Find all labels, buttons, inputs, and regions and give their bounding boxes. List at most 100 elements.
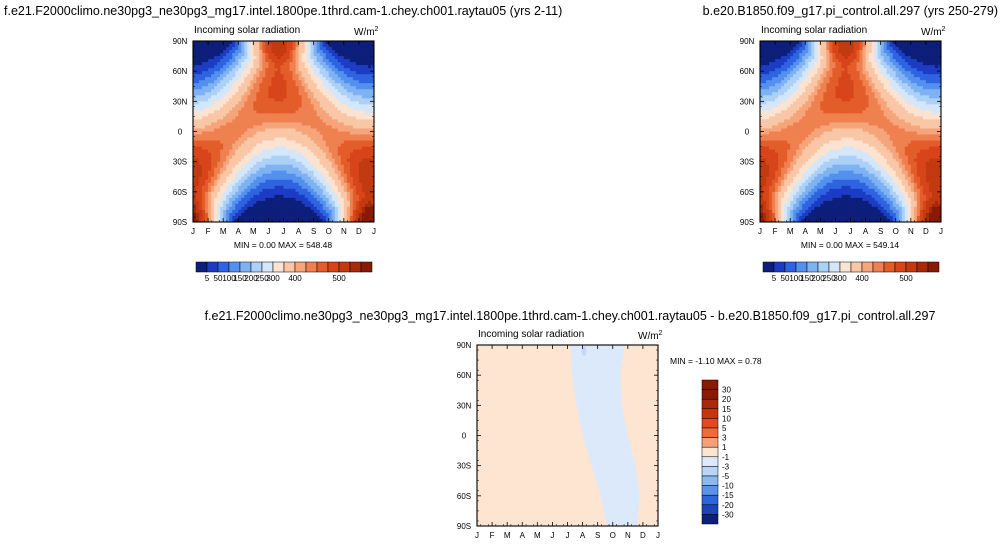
heatmap-cell	[283, 164, 288, 169]
heatmap-cell	[832, 89, 837, 93]
heatmap-cell	[193, 206, 197, 211]
heatmap-cell	[871, 77, 876, 81]
heatmap-cell	[337, 191, 342, 196]
heatmap-cell	[844, 92, 849, 96]
heatmap-cell	[343, 212, 348, 217]
heatmap-cell	[301, 77, 306, 81]
heatmap-cell	[931, 68, 936, 72]
heatmap-cell	[301, 122, 306, 127]
heatmap-cell	[253, 125, 257, 130]
heatmap-cell	[289, 47, 294, 51]
heatmap-cell	[211, 131, 215, 136]
heatmap-cell	[214, 173, 218, 178]
heatmap-cell	[865, 71, 870, 75]
heatmap-cell	[856, 41, 861, 45]
heatmap-cell	[298, 170, 303, 175]
heatmap-cell	[262, 176, 266, 181]
heatmap-cell	[910, 80, 915, 84]
heatmap-cell	[892, 77, 897, 81]
heatmap-cell	[280, 170, 285, 175]
heatmap-cell	[259, 215, 263, 220]
heatmap-cell	[799, 53, 803, 57]
heatmap-cell	[850, 50, 855, 54]
heatmap-cell	[814, 98, 818, 102]
heatmap-cell	[310, 194, 315, 199]
heatmap-cell	[205, 197, 209, 202]
heatmap-cell	[211, 56, 215, 60]
heatmap-cell	[907, 68, 912, 72]
heatmap-cell	[844, 77, 849, 81]
heatmap-cell	[364, 53, 369, 57]
heatmap-cell	[214, 152, 218, 157]
heatmap-cell	[892, 41, 897, 45]
heatmap-cell	[358, 215, 363, 220]
heatmap-cell	[349, 164, 354, 169]
heatmap-cell	[367, 200, 372, 205]
heatmap-cell	[337, 170, 342, 175]
heatmap-cell	[238, 206, 242, 211]
heatmap-cell	[256, 89, 260, 93]
heatmap-cell	[877, 89, 882, 93]
heatmap-cell	[358, 44, 363, 48]
heatmap-cell	[826, 89, 830, 93]
heatmap-cell	[871, 59, 876, 63]
heatmap-cell	[199, 185, 203, 190]
heatmap-cell	[235, 59, 239, 63]
heatmap-cell	[202, 149, 206, 154]
heatmap-cell	[256, 176, 260, 181]
heatmap-cell	[226, 155, 230, 160]
heatmap-cell	[253, 41, 257, 45]
heatmap-cell	[193, 56, 197, 60]
heatmap-cell	[286, 71, 291, 75]
heatmap-cell	[229, 80, 233, 84]
heatmap-cell	[853, 53, 858, 57]
heatmap-cell	[319, 125, 324, 130]
heatmap-cell	[253, 134, 257, 139]
heatmap-cell	[850, 68, 855, 72]
heatmap-cell	[322, 188, 327, 193]
heatmap-cell	[277, 194, 282, 199]
heatmap-cell	[244, 179, 248, 184]
heatmap-cell	[334, 125, 339, 130]
heatmap-cell	[337, 59, 342, 63]
heatmap-cell	[367, 149, 372, 154]
heatmap-cell	[196, 59, 200, 63]
heatmap-cell	[319, 155, 324, 160]
heatmap-cell	[286, 146, 291, 151]
heatmap-cell	[223, 41, 227, 45]
heatmap-cell	[346, 119, 351, 124]
heatmap-cell	[304, 149, 309, 154]
heatmap-cell	[931, 89, 936, 93]
heatmap-cell	[199, 188, 203, 193]
heatmap-cell	[835, 62, 840, 66]
heatmap-cell	[295, 176, 300, 181]
heatmap-cell	[316, 50, 321, 54]
heatmap-cell	[352, 86, 357, 90]
heatmap-cell	[901, 41, 906, 45]
heatmap-cell	[361, 212, 366, 217]
heatmap-cell	[769, 98, 773, 102]
heatmap-cell	[208, 128, 212, 133]
heatmap-cell	[196, 209, 200, 214]
heatmap-cell	[262, 104, 266, 108]
heatmap-cell	[871, 47, 876, 51]
heatmap-cell	[874, 47, 879, 51]
heatmap-cell	[328, 197, 333, 202]
heatmap-cell	[202, 143, 206, 148]
heatmap-cell	[298, 164, 303, 169]
heatmap-cell	[331, 200, 336, 205]
heatmap-cell	[295, 188, 300, 193]
heatmap-cell	[223, 107, 227, 111]
heatmap-cell	[370, 128, 374, 133]
heatmap-cell	[292, 86, 297, 90]
heatmap-cell	[325, 101, 330, 105]
heatmap-cell	[841, 80, 846, 84]
heatmap-cell	[280, 161, 285, 166]
heatmap-cell	[271, 65, 276, 69]
heatmap-cell	[229, 167, 233, 172]
heatmap-cell	[274, 146, 279, 151]
heatmap-cell	[307, 59, 312, 63]
heatmap-cell	[790, 86, 794, 90]
heatmap-cell	[784, 47, 788, 51]
heatmap-cell	[211, 113, 215, 118]
